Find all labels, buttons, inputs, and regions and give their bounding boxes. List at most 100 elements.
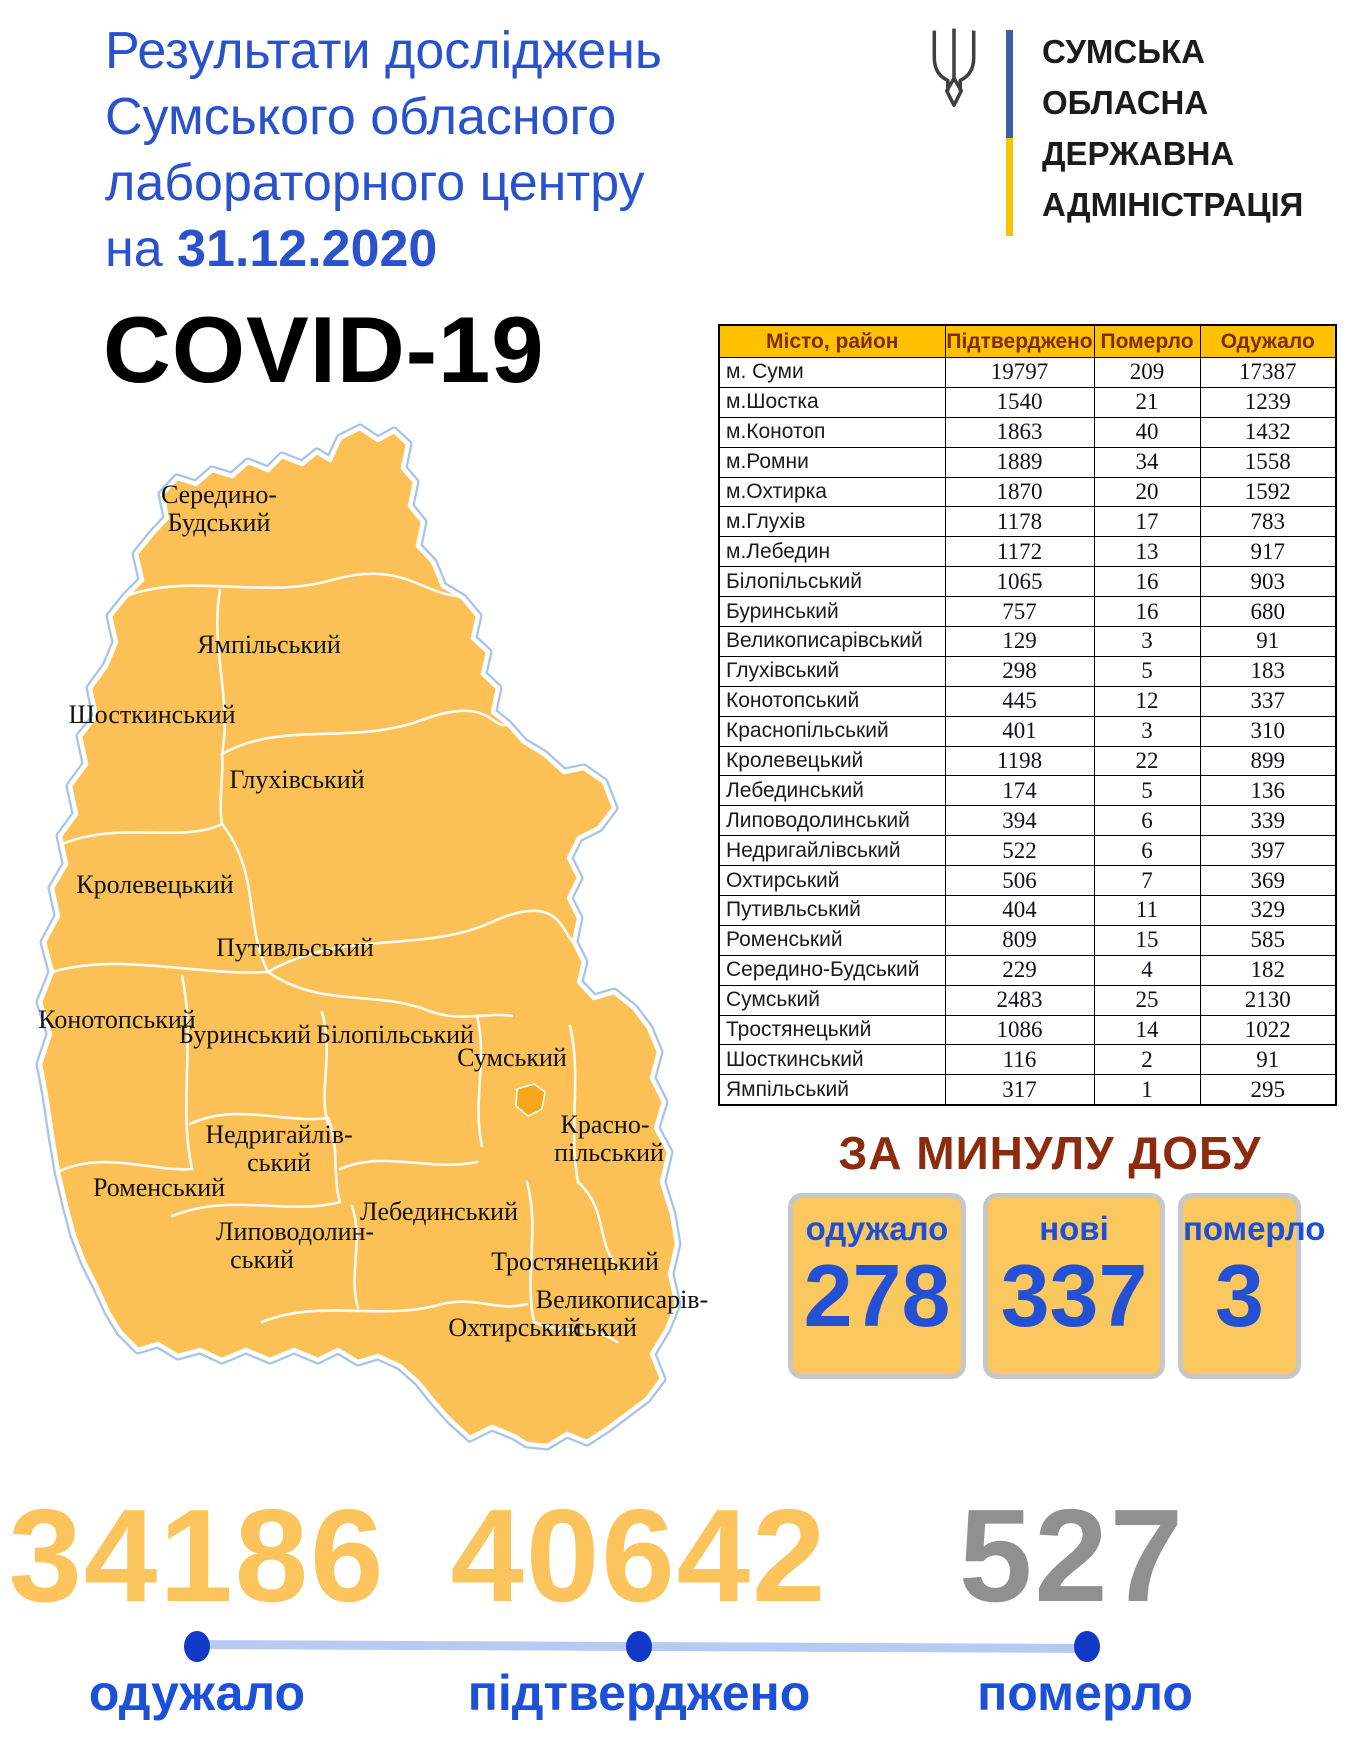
value-cell: 1 — [1093, 1074, 1201, 1106]
value-cell: 1558 — [1199, 446, 1337, 478]
district-label: Ямпільський — [197, 630, 341, 659]
title-line: лабораторного центру — [105, 154, 645, 212]
value-cell: 401 — [944, 715, 1095, 747]
value-cell: 20 — [1093, 476, 1201, 508]
value-cell: 1432 — [1199, 416, 1337, 448]
table-row: Роменський 809 15 585 — [718, 924, 1337, 956]
value-cell: 1172 — [944, 536, 1095, 568]
value-cell: 809 — [944, 924, 1095, 956]
table-row: м.Ромни 1889 34 1558 — [718, 446, 1337, 478]
value-cell: 1863 — [944, 416, 1095, 448]
district-label: Шосткинський — [68, 700, 235, 729]
value-cell: 6 — [1093, 805, 1201, 837]
district-name-cell: Середино-Будський — [718, 954, 946, 986]
value-cell: 40 — [1093, 416, 1201, 448]
value-cell: 783 — [1199, 506, 1337, 538]
table-row: Лебединський 174 5 136 — [718, 775, 1337, 807]
district-name-cell: Білопільський — [718, 566, 946, 598]
value-cell: 506 — [944, 865, 1095, 897]
died-day-label: померло — [1183, 1210, 1326, 1247]
value-cell: 91 — [1199, 626, 1337, 657]
value-cell: 1540 — [944, 386, 1095, 418]
value-cell: 329 — [1199, 895, 1337, 926]
value-cell: 298 — [944, 655, 1095, 687]
new-day-value: 337 — [1000, 1246, 1148, 1345]
flag-bar — [1006, 30, 1013, 236]
value-cell: 1086 — [944, 1014, 1095, 1046]
value-cell: 183 — [1199, 655, 1337, 687]
table-row: Великописарівський 129 3 91 — [718, 626, 1337, 657]
district-name-cell: Великописарівський — [718, 626, 946, 657]
table-row: м.Конотоп 1863 40 1432 — [718, 416, 1337, 448]
district-label: ський — [573, 1313, 637, 1342]
died-day-box: померло 3 — [1178, 1193, 1326, 1379]
table-header-row: Місто, район Підтверджено Померло Одужал… — [718, 324, 1337, 358]
value-cell: 522 — [944, 835, 1095, 867]
district-label: Великописарів- — [536, 1285, 708, 1314]
district-label: Тростянецький — [491, 1247, 659, 1276]
table-row: Конотопський 445 12 337 — [718, 685, 1337, 717]
org-line: СУМСЬКА — [1042, 33, 1205, 70]
flag-blue-segment — [1006, 30, 1013, 138]
recovered-day-label: одужало — [805, 1210, 949, 1247]
value-cell: 585 — [1199, 924, 1337, 956]
page-title: Результати досліджень Сумського обласног… — [105, 18, 745, 282]
district-name-cell: Глухівський — [718, 655, 946, 687]
timeline-dot — [1074, 1631, 1100, 1662]
district-label: Роменський — [93, 1173, 225, 1202]
table-row: Тростянецький 1086 14 1022 — [718, 1014, 1337, 1046]
district-label: ський — [247, 1148, 311, 1177]
value-cell: 7 — [1093, 865, 1201, 897]
district-name-cell: м.Охтирка — [718, 476, 946, 508]
district-label: Недригайлів- — [205, 1120, 352, 1149]
district-label: Путивльський — [216, 933, 374, 962]
district-name-cell: Лебединський — [718, 775, 946, 807]
timeline-dot — [184, 1631, 210, 1662]
district-name-cell: Роменський — [718, 924, 946, 956]
value-cell: 14 — [1093, 1014, 1201, 1046]
value-cell: 1022 — [1199, 1014, 1337, 1046]
total-died-value: 527 — [958, 1482, 1186, 1629]
table-row: м. Суми 19797 209 17387 — [718, 357, 1337, 388]
district-name-cell: Ямпільський — [718, 1074, 946, 1106]
district-label: Липоводолин- — [216, 1217, 374, 1246]
total-recovered-label: одужало — [88, 1665, 306, 1721]
value-cell: 1870 — [944, 476, 1095, 508]
value-cell: 310 — [1199, 715, 1337, 747]
district-name-cell: Охтирський — [718, 865, 946, 897]
table-row: Липоводолинський 394 6 339 — [718, 805, 1337, 837]
col-header-confirmed: Підтверджено — [944, 324, 1095, 358]
district-label: Глухівський — [229, 765, 364, 794]
value-cell: 899 — [1199, 745, 1337, 777]
table-row: Білопільський 1065 16 903 — [718, 566, 1337, 598]
title-line: Результати досліджень — [105, 22, 662, 80]
value-cell: 13 — [1093, 536, 1201, 568]
value-cell: 3 — [1093, 715, 1201, 747]
district-name-cell: Сумський — [718, 984, 946, 1016]
total-died-label: померло — [977, 1665, 1193, 1721]
org-line: АДМІНІСТРАЦІЯ — [1042, 186, 1304, 223]
table-row: м.Охтирка 1870 20 1592 — [718, 476, 1337, 508]
table-row: Шосткинський 116 2 91 — [718, 1044, 1337, 1076]
value-cell: 2 — [1093, 1044, 1201, 1076]
value-cell: 1198 — [944, 745, 1095, 777]
value-cell: 369 — [1199, 865, 1337, 897]
value-cell: 339 — [1199, 805, 1337, 837]
table-row: Краснопільський 401 3 310 — [718, 715, 1337, 747]
region-map: Середино-Будський Ямпільський Шосткинський… — [22, 424, 708, 1451]
value-cell: 1178 — [944, 506, 1095, 538]
value-cell: 1592 — [1199, 476, 1337, 508]
value-cell: 209 — [1093, 357, 1201, 388]
district-label: Сумський — [457, 1043, 567, 1072]
value-cell: 17387 — [1199, 357, 1337, 388]
title-date-line: на 31.12.2020 — [105, 216, 745, 282]
table-row: Буринський 757 16 680 — [718, 596, 1337, 628]
past-day-heading: ЗА МИНУЛУ ДОБУ — [838, 1127, 1262, 1179]
value-cell: 404 — [944, 895, 1095, 926]
title-date-prefix: на — [105, 220, 178, 278]
district-label: Середино- — [161, 480, 277, 509]
total-recovered-value: 34186 — [8, 1482, 386, 1629]
value-cell: 1889 — [944, 446, 1095, 478]
value-cell: 16 — [1093, 566, 1201, 598]
table-row: Середино-Будський 229 4 182 — [718, 954, 1337, 986]
